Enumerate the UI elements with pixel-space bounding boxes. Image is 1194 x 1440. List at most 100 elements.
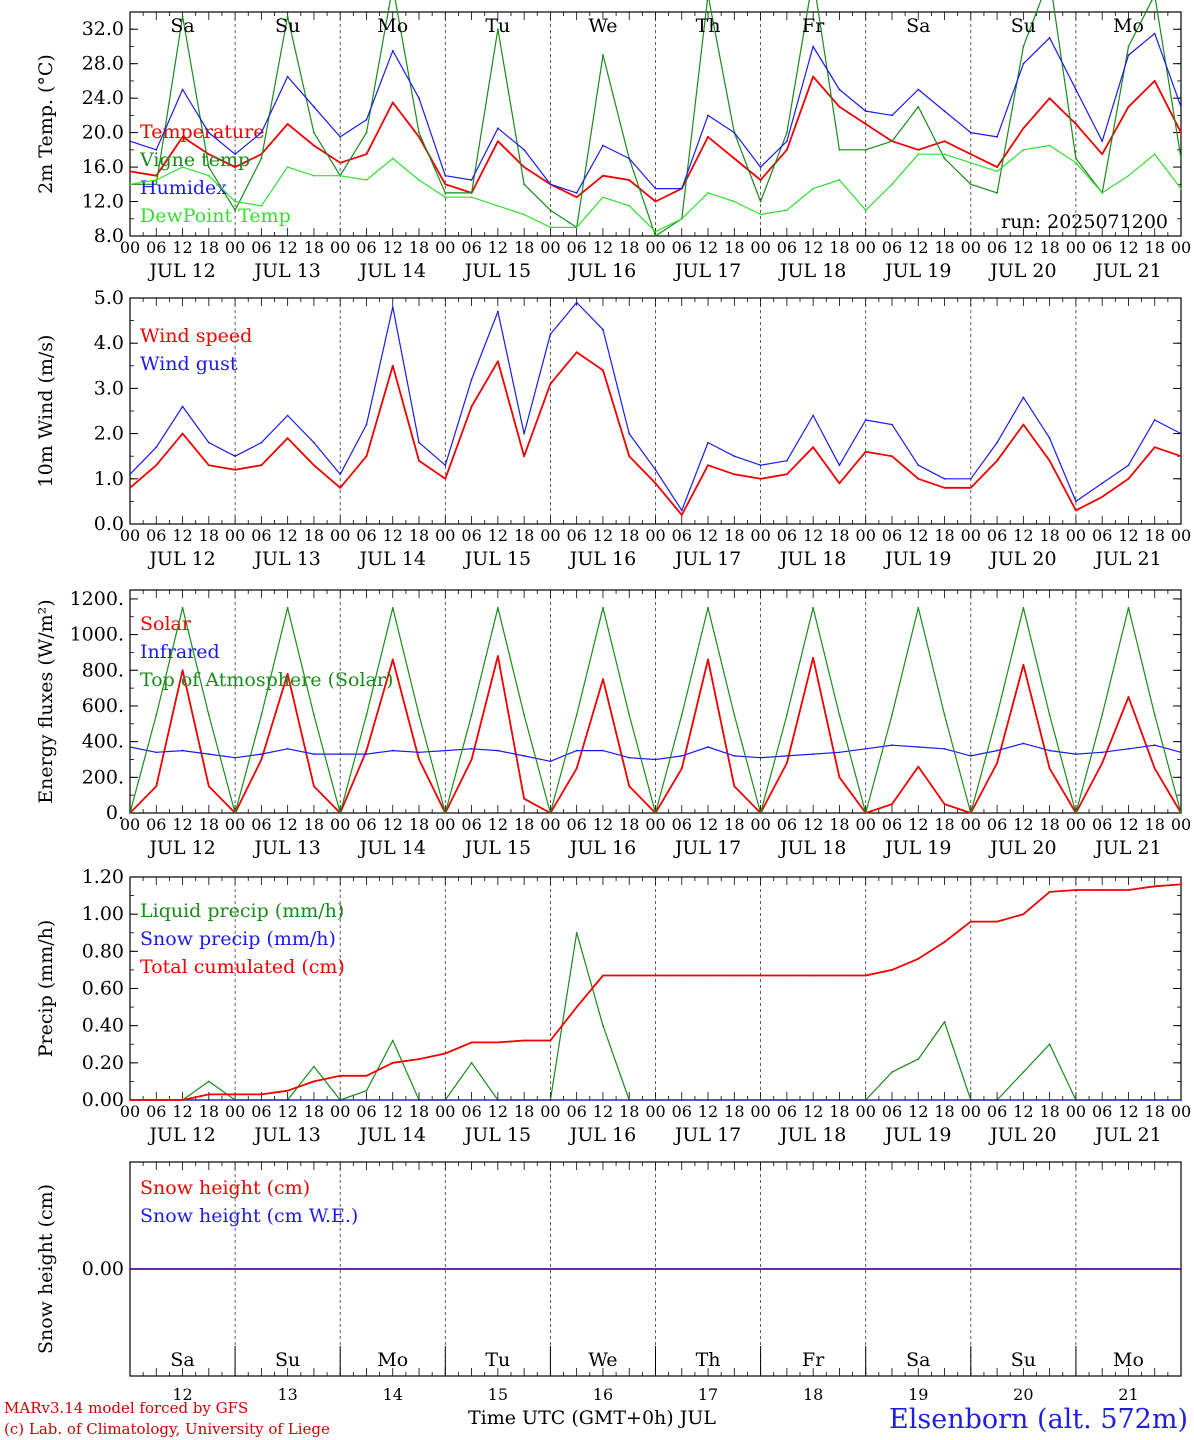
- data-point: [444, 183, 447, 186]
- data-point: [129, 1268, 131, 1270]
- x-tick-label: 12: [593, 238, 613, 257]
- data-point: [838, 1099, 841, 1101]
- data-point: [785, 148, 788, 151]
- data-point: [996, 713, 998, 716]
- data-point: [917, 477, 920, 480]
- data-point: [1075, 123, 1077, 125]
- x-tick-label: 06: [672, 526, 692, 545]
- data-point: [181, 432, 184, 435]
- x-tick-label: 06: [566, 815, 586, 834]
- data-point: [1153, 744, 1156, 747]
- data-point: [707, 606, 709, 609]
- data-point: [812, 446, 815, 449]
- data-point: [917, 105, 920, 108]
- data-point: [418, 758, 420, 761]
- x-tick-label: 18: [1039, 1102, 1059, 1121]
- data-point: [496, 606, 499, 609]
- data-point: [654, 230, 657, 233]
- data-point: [733, 473, 736, 476]
- y-tick-label: 400.: [82, 731, 124, 753]
- x-tick-label: 00: [435, 526, 455, 545]
- data-point: [785, 974, 788, 977]
- data-point: [1022, 127, 1025, 130]
- panel-frame: [129, 589, 1182, 814]
- x-tick-label: 06: [777, 815, 797, 834]
- data-point: [891, 1099, 893, 1101]
- data-point: [470, 196, 473, 199]
- data-point: [969, 1099, 972, 1101]
- legend-entry: Solar: [140, 613, 192, 635]
- data-point: [1048, 144, 1051, 147]
- data-point: [1075, 889, 1077, 891]
- data-point: [313, 174, 315, 177]
- x-tick-label: 18: [724, 526, 744, 545]
- data-point: [1101, 482, 1104, 485]
- x-tick-label: 12: [803, 238, 823, 257]
- data-point: [917, 88, 920, 91]
- data-point: [496, 127, 499, 130]
- data-point: [1180, 157, 1182, 160]
- x-tick-label: 18: [619, 815, 639, 834]
- data-point: [234, 1099, 237, 1101]
- data-point: [864, 747, 867, 750]
- data-point: [1101, 1099, 1104, 1101]
- weekday-label: Su: [1011, 15, 1036, 37]
- x-tick-label: 00: [750, 1102, 770, 1121]
- x-tick-label: 18: [724, 1102, 744, 1121]
- weekday-label: Fr: [802, 1349, 825, 1371]
- data-point: [260, 157, 263, 160]
- x-tick-label: 06: [777, 526, 797, 545]
- y-tick-label: 12.0: [82, 191, 124, 213]
- data-point: [523, 455, 526, 458]
- panel-2: 00 06 12 18 JUL 12 00 06 12 18 JUL 13 00 06 12 18 JUL …: [35, 287, 1191, 570]
- x-tick-label: 18: [409, 815, 429, 834]
- data-point: [339, 1099, 342, 1101]
- data-point: [969, 812, 972, 814]
- data-point: [1180, 105, 1182, 108]
- x-tick-label: 00: [856, 526, 876, 545]
- data-point: [654, 974, 657, 977]
- x-tick-label: 18: [934, 526, 954, 545]
- data-point: [549, 226, 552, 229]
- station-title: Elsenborn (alt. 572m): [889, 1404, 1188, 1435]
- data-point: [707, 746, 709, 748]
- data-point: [759, 200, 762, 203]
- data-point: [917, 765, 920, 768]
- data-point: [759, 756, 762, 759]
- data-point: [523, 755, 526, 757]
- data-point: [864, 974, 867, 977]
- x-date-label: JUL 16: [568, 260, 636, 282]
- weekday-label: Su: [1011, 1349, 1036, 1371]
- data-point: [812, 187, 815, 190]
- data-point: [1153, 419, 1156, 421]
- data-point: [575, 1006, 578, 1008]
- y-tick-label: 1.00: [82, 903, 124, 925]
- x-tick-label: 18: [1145, 815, 1165, 834]
- weekday-label: Th: [696, 1349, 721, 1371]
- data-point: [969, 183, 972, 186]
- x-tick-label: 18: [409, 1102, 429, 1121]
- x-date-label: JUL 18: [778, 837, 846, 859]
- y-tick-label: 1200.: [70, 588, 124, 610]
- data-point: [181, 1099, 184, 1101]
- x-tick-label: 00: [225, 1102, 245, 1121]
- x-tick-label: 12: [908, 238, 928, 257]
- data-point: [207, 153, 210, 156]
- data-point: [602, 749, 604, 752]
- data-point: [996, 762, 998, 764]
- data-point: [1048, 1099, 1051, 1101]
- x-tick-label: 06: [672, 238, 692, 257]
- data-point: [996, 920, 998, 923]
- data-point: [523, 1039, 526, 1042]
- x-tick-label: 06: [1092, 1102, 1112, 1121]
- data-point: [155, 148, 158, 151]
- day-number-label: 14: [383, 1385, 403, 1404]
- day-number-label: 16: [593, 1385, 613, 1404]
- data-point: [470, 405, 473, 408]
- x-date-label: JUL 16: [568, 1124, 636, 1146]
- data-point: [891, 183, 893, 186]
- data-point: [155, 179, 158, 181]
- data-point: [1127, 1099, 1130, 1101]
- data-point: [969, 131, 972, 134]
